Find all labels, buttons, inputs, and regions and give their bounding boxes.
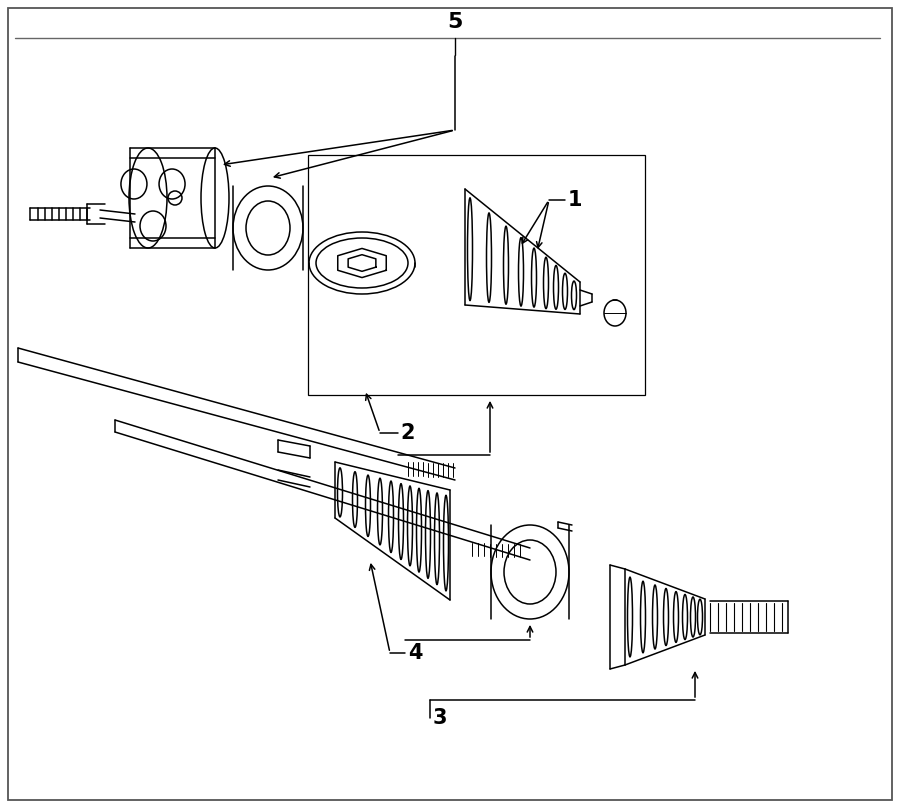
- Text: 3: 3: [433, 708, 447, 728]
- Text: 5: 5: [447, 12, 463, 32]
- Text: 4: 4: [408, 643, 422, 663]
- Text: 1: 1: [568, 190, 582, 210]
- Text: 2: 2: [400, 423, 415, 443]
